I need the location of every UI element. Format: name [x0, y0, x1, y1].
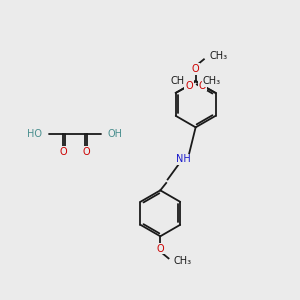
Text: O: O [199, 80, 206, 91]
Text: O: O [185, 80, 193, 91]
Text: O: O [157, 244, 164, 254]
Text: OH: OH [108, 129, 123, 139]
Text: CH₃: CH₃ [209, 51, 227, 62]
Text: O: O [59, 147, 67, 157]
Text: O: O [192, 64, 200, 74]
Text: CH₃: CH₃ [202, 76, 221, 86]
Text: CH₃: CH₃ [174, 256, 192, 266]
Text: O: O [83, 147, 91, 157]
Text: NH: NH [176, 154, 191, 164]
Text: HO: HO [27, 129, 42, 139]
Text: CH₃: CH₃ [171, 76, 189, 86]
